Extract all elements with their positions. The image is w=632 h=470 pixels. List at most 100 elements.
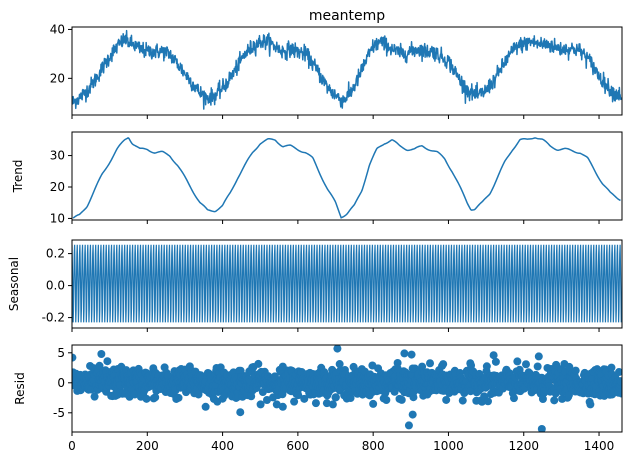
resid-point [263, 396, 271, 404]
resid-point [408, 410, 417, 419]
panel-4: 0 200 400 600 800 1000 1200 1400 -5 0 5 Resid [13, 344, 623, 453]
y-axis-label: Seasonal [7, 257, 21, 311]
y-tick-label: 5 [57, 346, 65, 360]
resid-point [103, 357, 112, 366]
resid-point [586, 400, 595, 409]
resid-point [491, 357, 500, 366]
trend-line [72, 136, 621, 219]
resid-point [90, 392, 99, 401]
resid-point [404, 421, 413, 430]
x-tick-label: 1400 [584, 439, 615, 453]
resid-point [442, 395, 451, 404]
resid-point [294, 391, 303, 400]
axes-frame [71, 26, 623, 116]
resid-point [335, 360, 344, 369]
resid-point [537, 425, 546, 432]
y-tick-label: 30 [50, 149, 65, 163]
y-tick-label: 0 [57, 376, 65, 390]
panel-1: 20 40 meantemp [50, 8, 623, 119]
plot-area [72, 29, 622, 110]
plot-area [72, 244, 622, 323]
resid-points [72, 345, 622, 432]
resid-point [617, 389, 622, 398]
resid-point [311, 399, 320, 408]
resid-point [534, 352, 543, 361]
resid-point [426, 359, 435, 368]
resid-point [151, 393, 160, 402]
panel-2: 10 20 30 Trend [11, 131, 623, 225]
resid-point [331, 393, 340, 402]
resid-point [95, 361, 104, 370]
resid-point [509, 394, 518, 403]
resid-point [236, 366, 245, 375]
resid-point [483, 397, 492, 406]
resid-point [382, 396, 391, 405]
panel-3: -0.2 0.0 0.2 Seasonal [7, 239, 623, 332]
meantemp-line [72, 29, 622, 110]
resid-point [418, 362, 427, 371]
resid-point [346, 394, 355, 403]
y-tick-label: 20 [50, 180, 65, 194]
resid-point [489, 351, 498, 360]
axes-frame [71, 131, 623, 221]
y-tick-label: 10 [50, 211, 65, 225]
y-tick-label: -0.2 [42, 311, 65, 325]
resid-point [617, 377, 622, 386]
resid-point [522, 360, 530, 369]
y-tick-label: 0.2 [46, 247, 65, 261]
resid-point [201, 402, 210, 411]
resid-point [550, 396, 559, 405]
resid-point [256, 400, 265, 409]
resid-point [270, 372, 279, 381]
resid-point [290, 397, 299, 406]
resid-point [300, 394, 309, 403]
x-tick-label: 1000 [433, 439, 464, 453]
y-tick-label: 40 [50, 22, 65, 36]
resid-point [407, 350, 416, 359]
resid-point [322, 399, 331, 408]
resid-point [538, 394, 547, 403]
x-tick-label: 800 [362, 439, 385, 453]
resid-point [393, 364, 402, 373]
resid-point [333, 345, 342, 353]
y-tick-label: -5 [53, 406, 65, 420]
x-tick-label: 1200 [508, 439, 539, 453]
resid-point [97, 350, 106, 358]
plot-area [72, 345, 622, 432]
resid-point [328, 400, 337, 409]
resid-point [466, 387, 475, 396]
resid-point [458, 396, 467, 405]
resid-point [614, 368, 622, 377]
y-axis-label: Resid [13, 372, 27, 404]
plot-area [72, 136, 621, 219]
resid-point [482, 362, 491, 371]
axes-frame [71, 239, 623, 329]
chart-title: meantemp [309, 8, 385, 24]
resid-point [400, 349, 409, 358]
seasonal-line [72, 244, 622, 323]
y-tick-label: 0.0 [46, 279, 65, 293]
resid-point [439, 360, 448, 369]
resid-point [236, 408, 245, 417]
resid-point [72, 353, 77, 362]
resid-point [272, 400, 281, 409]
resid-point [533, 362, 542, 371]
y-tick-label: 20 [50, 71, 65, 85]
resid-point [254, 359, 263, 368]
x-tick-label: 600 [286, 439, 309, 453]
resid-point [397, 395, 406, 404]
y-axis-label: Trend [11, 160, 25, 194]
axes-frame [71, 344, 623, 433]
x-tick-label: 0 [68, 439, 76, 453]
resid-point [607, 363, 616, 372]
resid-point [174, 393, 183, 402]
resid-point [369, 399, 378, 408]
x-tick-label: 400 [211, 439, 234, 453]
x-tick-label: 200 [136, 439, 159, 453]
resid-point [278, 402, 287, 411]
resid-point [513, 357, 522, 366]
resid-point [142, 394, 151, 403]
resid-point [278, 390, 287, 399]
resid-point [475, 369, 484, 378]
